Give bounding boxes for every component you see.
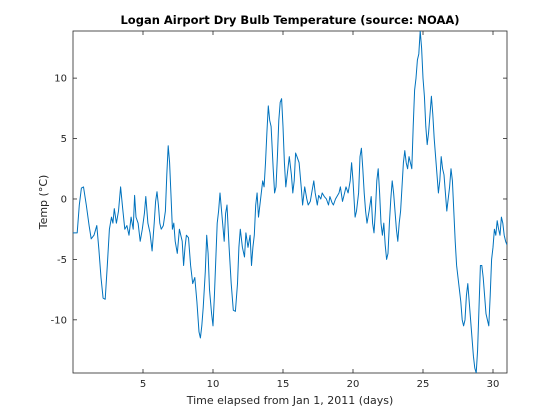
x-tick-label: 25: [417, 379, 430, 390]
y-tick-label: -5: [57, 255, 67, 266]
x-tick-label: 10: [207, 379, 220, 390]
chart-title: Logan Airport Dry Bulb Temperature (sour…: [120, 13, 459, 27]
y-tick-label: 10: [54, 74, 67, 85]
y-ticks: -10 -5 0 5 10: [51, 74, 507, 326]
y-tick-label: 5: [61, 134, 67, 145]
x-tick-label: 20: [347, 379, 360, 390]
y-tick-label: 0: [61, 194, 67, 205]
x-axis-label: Time elapsed from Jan 1, 2011 (days): [186, 394, 394, 407]
x-tick-label: 5: [140, 379, 146, 390]
x-tick-label: 15: [277, 379, 290, 390]
plot-area: [72, 30, 508, 374]
temperature-series-line: [73, 31, 507, 373]
y-axis-label: Temp (°C): [37, 175, 50, 231]
x-tick-label: 30: [487, 379, 500, 390]
y-tick-label: -10: [51, 315, 67, 326]
x-ticks: 5 10 15 20 25 30: [140, 31, 500, 390]
